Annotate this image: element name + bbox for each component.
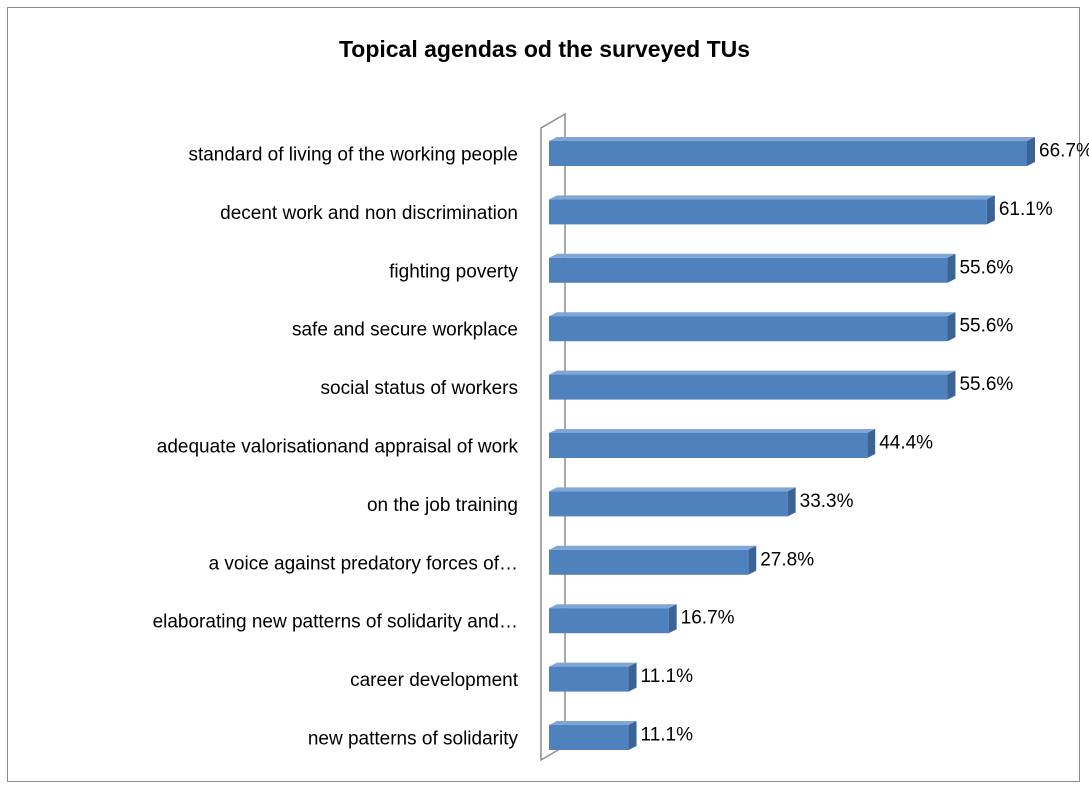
bar-7 — [549, 549, 749, 575]
bar-2 — [549, 257, 948, 283]
category-label-1: decent work and non discrimination — [220, 203, 518, 224]
category-label-8: elaborating new patterns of solidarity a… — [153, 612, 518, 633]
bar-4 — [549, 374, 948, 400]
bar-8 — [549, 608, 669, 634]
bar-top-4 — [549, 370, 956, 375]
category-label-3: safe and secure workplace — [292, 320, 518, 341]
bar-6 — [549, 491, 788, 517]
bar-top-5 — [549, 429, 876, 433]
bar-side-0 — [1027, 137, 1035, 166]
bar-side-9 — [628, 662, 637, 692]
bar-side-4 — [947, 370, 956, 400]
value-label-7: 27.8% — [760, 549, 814, 570]
bar-1 — [549, 199, 987, 225]
value-label-0: 66.7% — [1039, 141, 1089, 162]
value-label-9: 11.1% — [641, 666, 694, 687]
bar-side-2 — [947, 253, 956, 283]
bar-side-7 — [748, 545, 757, 575]
bar-3 — [549, 316, 948, 342]
bar-top-9 — [549, 662, 637, 667]
bar-top-2 — [549, 253, 956, 258]
category-label-7: a voice against predatory forces of… — [209, 553, 518, 574]
bar-top-7 — [549, 545, 757, 550]
category-label-2: fighting poverty — [389, 261, 518, 282]
value-label-1: 61.1% — [999, 199, 1053, 220]
category-label-4: social status of workers — [321, 378, 518, 399]
bar-top-1 — [549, 195, 995, 200]
bar-10 — [549, 725, 629, 750]
category-label-9: career development — [350, 670, 519, 691]
bar-side-5 — [867, 429, 876, 458]
value-label-10: 11.1% — [641, 725, 694, 746]
bar-side-1 — [986, 195, 995, 225]
bar-0 — [549, 141, 1027, 166]
bar-top-3 — [549, 312, 956, 317]
category-label-5: adequate valorisationand appraisal of wo… — [157, 437, 519, 458]
bar-side-6 — [787, 487, 796, 517]
value-label-5: 44.4% — [879, 433, 933, 454]
bar-side-10 — [628, 721, 637, 750]
bar-top-6 — [549, 487, 796, 492]
bar-top-0 — [549, 137, 1035, 141]
bar-side-3 — [947, 312, 956, 342]
category-label-0: standard of living of the working people — [188, 145, 518, 166]
value-label-3: 55.6% — [959, 316, 1013, 337]
value-label-8: 16.7% — [681, 608, 735, 629]
bar-side-8 — [668, 604, 677, 634]
bar-top-8 — [549, 604, 677, 609]
bar-5 — [549, 433, 868, 458]
bar-9 — [549, 666, 629, 692]
bar-top-10 — [549, 721, 637, 725]
category-label-10: new patterns of solidarity — [308, 729, 519, 750]
value-label-6: 33.3% — [800, 491, 854, 512]
chart-title: Topical agendas od the surveyed TUs — [338, 36, 751, 62]
value-label-2: 55.6% — [959, 257, 1013, 278]
value-label-4: 55.6% — [959, 374, 1013, 395]
category-label-6: on the job training — [367, 495, 518, 516]
